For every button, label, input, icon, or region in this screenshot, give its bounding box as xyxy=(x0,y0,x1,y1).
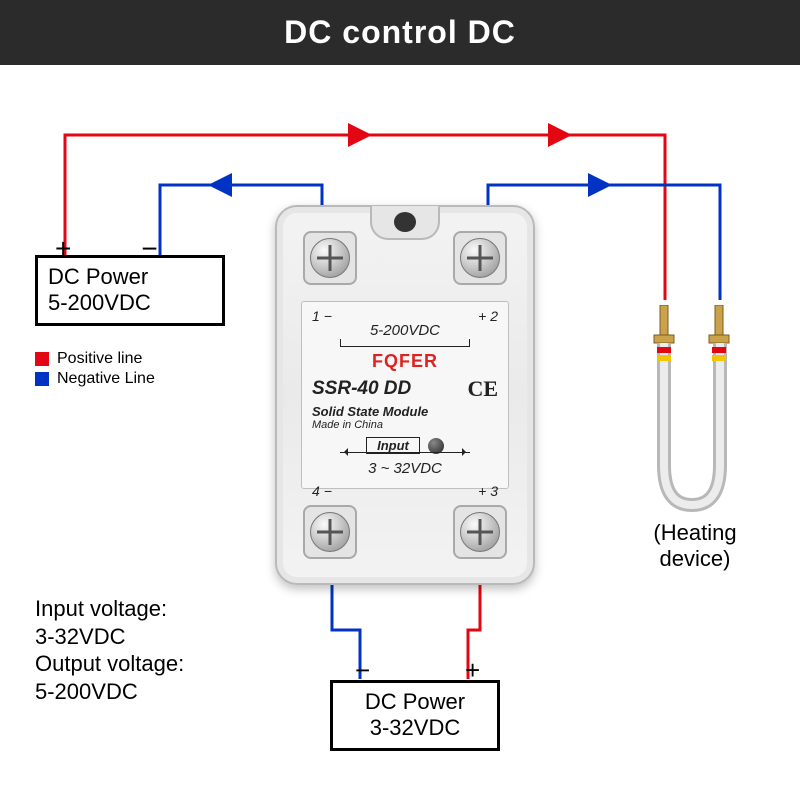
relay-divider-top xyxy=(340,335,470,347)
relay-bottom-voltage: 3 ~ 32VDC xyxy=(312,460,498,477)
screw-icon xyxy=(310,238,350,278)
terminal-num-2: 2 xyxy=(490,308,498,324)
ce-mark: CE xyxy=(467,376,498,402)
dc-power-top-line1: DC Power xyxy=(48,264,212,290)
legend: Positive line Negative Line xyxy=(35,350,155,390)
terminal-num-4: 4 xyxy=(312,483,320,499)
screw-icon xyxy=(460,238,500,278)
terminal-num-3: 3 xyxy=(490,483,498,499)
relay-terminal-1 xyxy=(303,231,357,285)
terminal-sign-2: + xyxy=(478,308,486,324)
terminal-num-1: 1 xyxy=(312,308,320,324)
relay-terminal-3 xyxy=(453,505,507,559)
relay-arrow-bottom xyxy=(340,452,470,462)
voltage-specs: Input voltage: 3-32VDC Output voltage: 5… xyxy=(35,595,184,705)
relay-model: SSR-40 DD xyxy=(312,378,411,400)
relay-terminal-4 xyxy=(303,505,357,559)
output-voltage-value: 5-200VDC xyxy=(35,678,184,706)
relay-terminal-2 xyxy=(453,231,507,285)
legend-swatch-positive xyxy=(35,352,49,366)
dc-power-top-line2: 5-200VDC xyxy=(48,290,212,316)
screw-icon xyxy=(460,512,500,552)
terminal-sign-3: + xyxy=(478,483,486,499)
terminal-sign-4: − xyxy=(324,483,332,499)
solid-state-relay: 1 − + 2 5-200VDC FQFER SSR-40 DD CE Soli… xyxy=(275,205,535,585)
relay-mount-tab xyxy=(370,206,440,240)
output-voltage-label: Output voltage: xyxy=(35,650,184,678)
header-title: DC control DC xyxy=(0,0,800,65)
dc-power-bottom-line1: DC Power xyxy=(343,689,487,715)
legend-negative-label: Negative Line xyxy=(57,370,155,388)
dc-power-bottom-box: DC Power 3-32VDC xyxy=(330,680,500,751)
screw-icon xyxy=(310,512,350,552)
relay-brand: FQFER xyxy=(312,351,498,372)
heating-device-label: (Heating device) xyxy=(620,520,770,572)
legend-swatch-negative xyxy=(35,372,49,386)
diagram-canvas: + − DC Power 5-200VDC Positive line Negat… xyxy=(0,65,800,805)
legend-positive-label: Positive line xyxy=(57,350,142,368)
terminal-sign-1: − xyxy=(324,308,332,324)
input-voltage-value: 3-32VDC xyxy=(35,623,184,651)
dc-power-top-box: DC Power 5-200VDC xyxy=(35,255,225,326)
relay-subtitle: Solid State Module xyxy=(312,404,498,419)
heating-element-icon xyxy=(640,305,760,525)
input-voltage-label: Input voltage: xyxy=(35,595,184,623)
relay-label-plate: 1 − + 2 5-200VDC FQFER SSR-40 DD CE Soli… xyxy=(301,301,509,489)
dc-power-bottom-line2: 3-32VDC xyxy=(343,715,487,741)
relay-made-in: Made in China xyxy=(312,419,498,431)
